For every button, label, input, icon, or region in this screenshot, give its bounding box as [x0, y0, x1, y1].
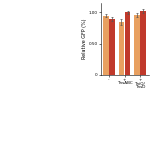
- Y-axis label: Relative GFP (%): Relative GFP (%): [82, 19, 87, 59]
- Bar: [134, 15, 140, 75]
- Bar: [125, 12, 130, 75]
- Text: e: e: [94, 0, 99, 2]
- Bar: [118, 22, 124, 75]
- Bar: [109, 19, 115, 75]
- Bar: [140, 11, 146, 75]
- Bar: [103, 15, 109, 75]
